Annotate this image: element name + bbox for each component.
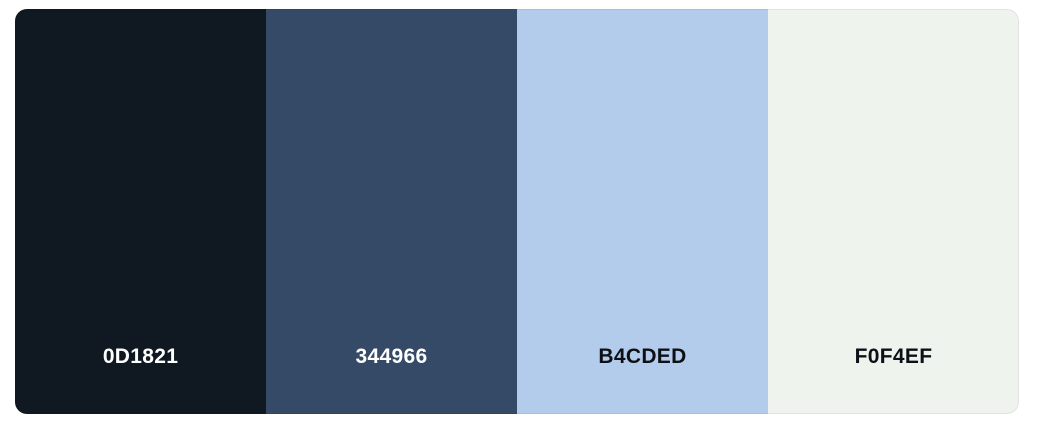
swatch-hex-label[interactable]: F0F4EF xyxy=(854,345,933,368)
swatch-hex-label[interactable]: 344966 xyxy=(355,345,428,368)
swatch-0[interactable]: 0D1821 xyxy=(15,9,266,414)
swatch-2[interactable]: B4CDED xyxy=(517,9,768,414)
swatch-3[interactable]: F0F4EF xyxy=(768,9,1019,414)
swatch-hex-label[interactable]: 0D1821 xyxy=(102,345,179,368)
swatch-hex-label[interactable]: B4CDED xyxy=(598,345,687,368)
swatch-1[interactable]: 344966 xyxy=(266,9,517,414)
color-palette: 0D1821 344966 B4CDED F0F4EF xyxy=(15,9,1019,414)
